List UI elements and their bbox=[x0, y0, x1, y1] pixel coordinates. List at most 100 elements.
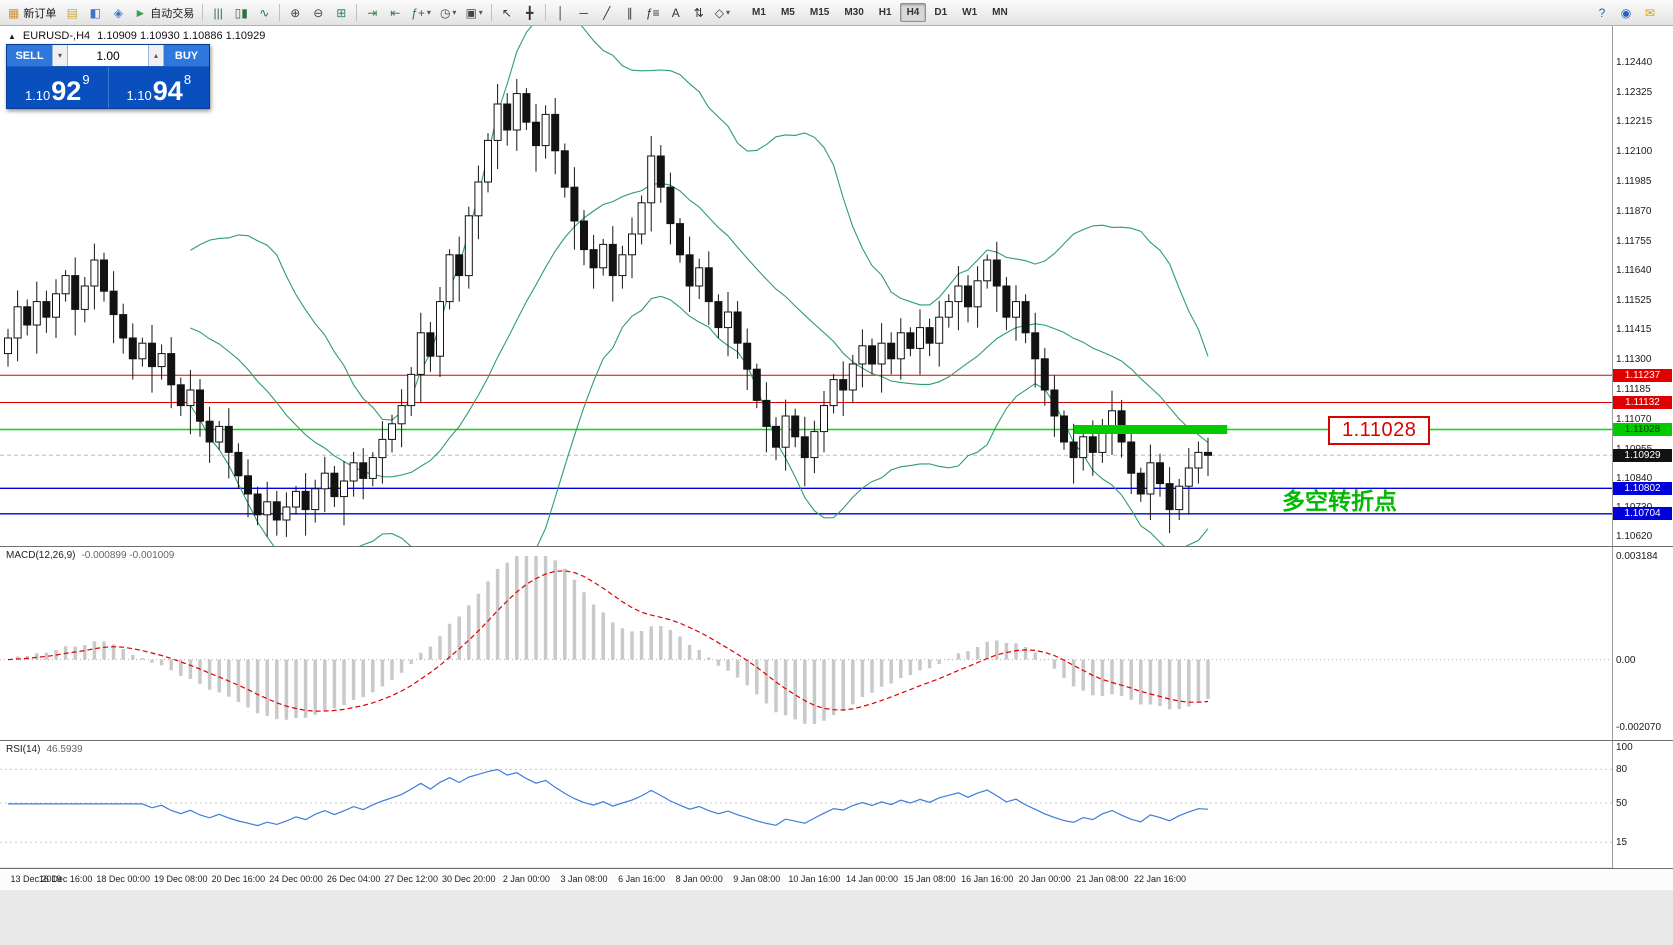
timeframe-M1[interactable]: M1 bbox=[745, 3, 773, 22]
zoom-out-button[interactable]: ⊖ bbox=[307, 3, 329, 23]
time-axis-label: 6 Jan 16:00 bbox=[618, 874, 666, 884]
timeframe-D1[interactable]: D1 bbox=[927, 3, 954, 22]
rsi-canvas[interactable] bbox=[0, 741, 1612, 867]
tile-windows-button[interactable]: ⊞ bbox=[330, 3, 352, 23]
channel-button[interactable]: ∥ bbox=[619, 3, 641, 23]
chevron-down-icon: ▾ bbox=[726, 8, 731, 17]
periods-button[interactable]: ◷ ▾ bbox=[436, 3, 461, 23]
indicators-icon: ƒ+ bbox=[411, 5, 425, 20]
macd-histogram bbox=[15, 556, 1210, 724]
price-axis-label: 1.11300 bbox=[1616, 353, 1652, 365]
price-axis-label: 1.11415 bbox=[1616, 323, 1652, 335]
price-axis-label: 1.11525 bbox=[1616, 295, 1652, 307]
annotation-note[interactable]: 多空转折点 bbox=[1282, 488, 1397, 514]
zoom-in-button[interactable]: ⊕ bbox=[284, 3, 306, 23]
buy-price[interactable]: 1.10 94 8 bbox=[109, 67, 210, 108]
sell-price-big: 92 bbox=[51, 76, 82, 107]
auto-scroll-button[interactable]: ⇥ bbox=[361, 3, 383, 23]
annotation-price-label[interactable]: 1.11028 bbox=[1328, 416, 1431, 445]
cursor-button[interactable]: ↖ bbox=[496, 3, 518, 23]
price-axis-label: 1.12440 bbox=[1616, 57, 1653, 69]
rsi-axis-label: 15 bbox=[1616, 837, 1628, 849]
chart-shift-button[interactable]: ⇤ bbox=[384, 3, 406, 23]
horizontal-line-button[interactable]: ─ bbox=[573, 3, 595, 23]
rsi-axis-label: 50 bbox=[1616, 798, 1628, 809]
main-chart-panel: ▲ EURUSD-,H4 1.10909 1.10930 1.10886 1.1… bbox=[0, 26, 1612, 546]
help-search-button[interactable]: ? bbox=[1591, 3, 1613, 23]
terminal-button[interactable]: ◈ bbox=[107, 3, 129, 23]
sell-price[interactable]: 1.10 92 9 bbox=[7, 67, 109, 108]
resistance-price-tag-2: 1.11132 bbox=[1613, 395, 1672, 409]
timeframe-MN[interactable]: MN bbox=[985, 3, 1015, 22]
price-axis[interactable] bbox=[1612, 26, 1673, 868]
channel-icon: ∥ bbox=[626, 5, 633, 20]
price-axis-label: 1.11640 bbox=[1616, 265, 1652, 277]
highlight-rectangle[interactable] bbox=[1073, 425, 1228, 434]
text-tool-button[interactable]: A bbox=[665, 3, 687, 23]
time-axis-label: 16 Dec 16:00 bbox=[38, 874, 93, 884]
toolbar: ▦ 新订单 ▤ ◧ ◈ ► 自动交易 ||| ▯▮ ∿ ⊕ ⊖ ⊞ ⇥ ⇤ ƒ+ ▾ ◷ ▾ ▣ ▾ ↖ ╋ │ ─ ╱ ∥ ƒ≡ A ⇅… bbox=[0, 0, 1673, 26]
toolbar-right-items: ? ◉ ✉ bbox=[1591, 3, 1669, 23]
shapes-button[interactable]: ◇ ▾ bbox=[711, 3, 734, 23]
time-axis-label: 16 Jan 16:00 bbox=[961, 874, 1014, 884]
periods-icon: ◷ bbox=[439, 5, 451, 20]
templates-icon: ▣ bbox=[465, 5, 477, 20]
volume-increase-button[interactable]: ▴ bbox=[148, 45, 164, 66]
chat-button[interactable]: ✉ bbox=[1639, 3, 1661, 23]
timeframe-M5[interactable]: M5 bbox=[774, 3, 802, 22]
toolbar-separator bbox=[490, 4, 492, 21]
fibonacci-button[interactable]: ƒ≡ bbox=[642, 3, 664, 23]
toolbar-separator bbox=[279, 4, 281, 21]
autotrading-button[interactable]: ► 自动交易 bbox=[130, 3, 198, 23]
trendline-button[interactable]: ╱ bbox=[596, 3, 618, 23]
volume-input[interactable] bbox=[68, 45, 148, 66]
new-order-button[interactable]: ▦ 新订单 bbox=[4, 3, 60, 23]
chevron-down-icon: ▾ bbox=[452, 8, 457, 17]
indicators-button[interactable]: ƒ+ ▾ bbox=[407, 3, 435, 23]
zoom-out-icon: ⊖ bbox=[313, 5, 324, 20]
notifications-icon: ◉ bbox=[1620, 5, 1632, 20]
line-chart-button[interactable]: ∿ bbox=[253, 3, 275, 23]
sell-button[interactable]: SELL bbox=[7, 45, 52, 66]
time-axis-label: 9 Jan 08:00 bbox=[733, 874, 781, 884]
arrows-tool-button[interactable]: ⇅ bbox=[688, 3, 710, 23]
bottom-filler bbox=[0, 890, 1673, 945]
bar-chart-button[interactable]: ||| bbox=[207, 3, 229, 23]
volume-decrease-button[interactable]: ▾ bbox=[52, 45, 68, 66]
timeframe-M15[interactable]: M15 bbox=[803, 3, 836, 22]
macd-axis-label: -0.002070 bbox=[1616, 722, 1662, 733]
candlestick-chart-button[interactable]: ▯▮ bbox=[230, 3, 252, 23]
rsi-panel: RSI(14) 46.5939 bbox=[0, 741, 1612, 867]
macd-header: MACD(12,26,9) -0.000899 -0.001009 bbox=[6, 550, 174, 561]
chart-title: ▲ EURUSD-,H4 1.10909 1.10930 1.10886 1.1… bbox=[8, 30, 265, 42]
new-order-button-label: 新订单 bbox=[23, 7, 57, 20]
crosshair-button[interactable]: ╋ bbox=[519, 3, 541, 23]
macd-canvas[interactable] bbox=[0, 547, 1612, 740]
autotrading-icon: ► bbox=[134, 5, 147, 20]
navigator-button[interactable]: ◧ bbox=[84, 3, 106, 23]
pivot-price-tag: 1.11028 bbox=[1613, 423, 1672, 437]
autotrading-button-label: 自动交易 bbox=[150, 7, 195, 20]
templates-button[interactable]: ▣ ▾ bbox=[461, 3, 486, 23]
market-watch-button[interactable]: ▤ bbox=[61, 3, 83, 23]
timeframe-H1[interactable]: H1 bbox=[872, 3, 899, 22]
rsi-value: 46.5939 bbox=[46, 744, 83, 755]
timeframe-M30[interactable]: M30 bbox=[837, 3, 870, 22]
time-axis[interactable]: 13 Dec 2019 16 Dec 16:00 18 Dec 00:00 19 De… bbox=[0, 868, 1673, 890]
vertical-line-button[interactable]: │ bbox=[550, 3, 572, 23]
shapes-icon: ◇ bbox=[714, 5, 725, 20]
price-axis-label: 1.12325 bbox=[1616, 87, 1653, 99]
panel-separator[interactable] bbox=[0, 546, 1673, 547]
buy-button[interactable]: BUY bbox=[164, 45, 209, 66]
notifications-button[interactable]: ◉ bbox=[1615, 3, 1637, 23]
one-click-toggle-icon[interactable]: ▲ bbox=[8, 31, 16, 41]
main-chart-canvas[interactable] bbox=[0, 26, 1612, 546]
macd-axis-label: 0.003184 bbox=[1616, 551, 1658, 562]
line-chart-icon: ∿ bbox=[259, 5, 270, 20]
timeframe-W1[interactable]: W1 bbox=[955, 3, 984, 22]
timeframe-H4[interactable]: H4 bbox=[899, 3, 927, 22]
arrows-tool-icon: ⇅ bbox=[693, 5, 704, 20]
chevron-down-icon: ▾ bbox=[426, 8, 431, 17]
panel-separator[interactable] bbox=[0, 740, 1673, 741]
